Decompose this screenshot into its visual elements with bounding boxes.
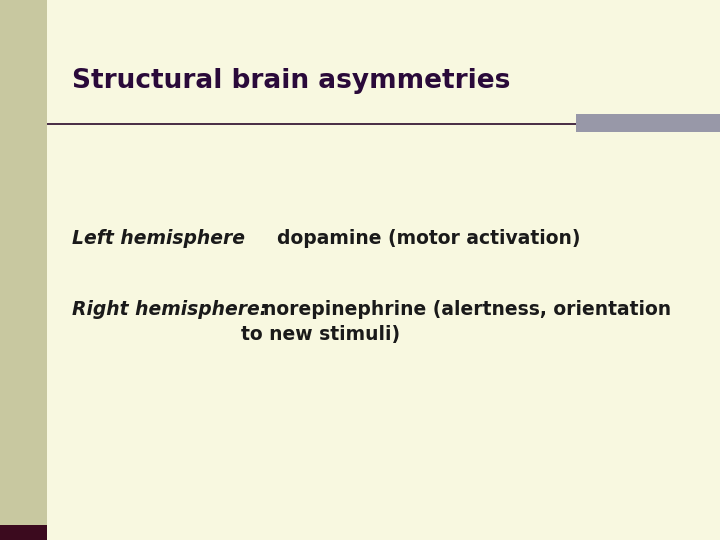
- Text: dopamine (motor activation): dopamine (motor activation): [277, 230, 581, 248]
- Text: norepinephrine (alertness, orientation: norepinephrine (alertness, orientation: [263, 300, 671, 319]
- Text: Structural brain asymmetries: Structural brain asymmetries: [72, 68, 510, 93]
- Text: to new stimuli): to new stimuli): [241, 325, 400, 344]
- Text: Left hemisphere: Left hemisphere: [72, 230, 245, 248]
- Text: Right hemisphere:: Right hemisphere:: [72, 300, 267, 319]
